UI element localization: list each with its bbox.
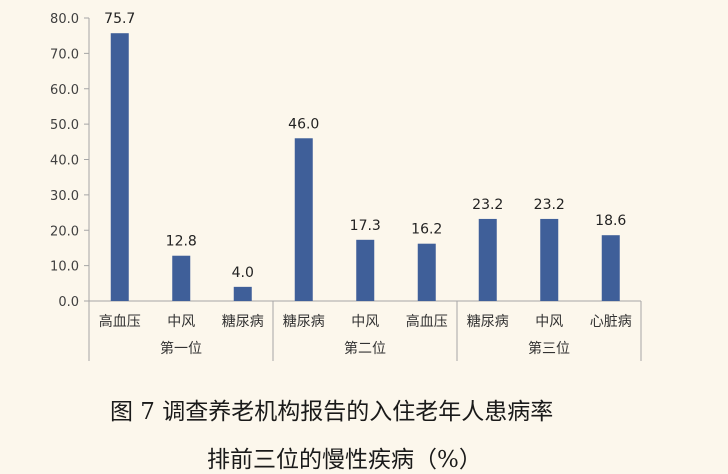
category-label: 高血压 [99,313,141,330]
chart: 0.0 10.0 20.0 30.0 40.0 50.0 60.0 70.0 80.0 75.7 高… [50,11,642,361]
category-label: 糖尿病 [467,314,509,330]
y-tick-label: 80.0 [50,12,79,27]
bar [233,286,252,301]
bar [172,255,191,301]
bar [356,239,375,301]
category-label: 中风 [167,314,195,330]
bar [417,243,436,301]
category-label: 中风 [351,314,379,330]
category-label: 糖尿病 [222,314,264,330]
data-label: 18.6 [595,213,626,229]
group-label: 第一位 [160,340,202,357]
y-tick-label: 40.0 [50,154,79,169]
bar [294,138,313,301]
data-label: 4.0 [232,265,254,281]
data-label: 23.2 [472,197,503,213]
data-label: 46.0 [288,116,319,132]
y-tick-label: 60.0 [50,83,79,98]
category-label: 心脏病 [590,314,632,330]
bar [110,33,129,302]
figure-caption-line-1: 图 7 调查养老机构报告的入住老年人患病率 [110,399,554,425]
category-label: 中风 [535,314,563,330]
group-label: 第二位 [344,340,386,357]
bar [540,218,559,301]
data-label: 75.7 [104,11,135,27]
category-label: 高血压 [406,313,448,330]
y-tick-label: 10.0 [50,260,79,275]
data-label: 12.8 [166,234,197,250]
y-tick-label: 0.0 [58,295,79,310]
data-label: 23.2 [534,197,565,213]
bar [478,218,497,301]
data-label: 16.2 [411,222,442,238]
group-label: 第三位 [528,340,570,357]
bar [601,235,620,301]
data-label: 17.3 [350,218,381,234]
category-label: 糖尿病 [283,314,325,330]
y-tick-label: 30.0 [50,189,79,204]
y-tick-label: 20.0 [50,224,79,239]
y-tick-label: 70.0 [50,47,79,62]
y-tick-label: 50.0 [50,118,79,133]
figure-caption-line-2: 排前三位的慢性疾病（%） [207,447,482,473]
